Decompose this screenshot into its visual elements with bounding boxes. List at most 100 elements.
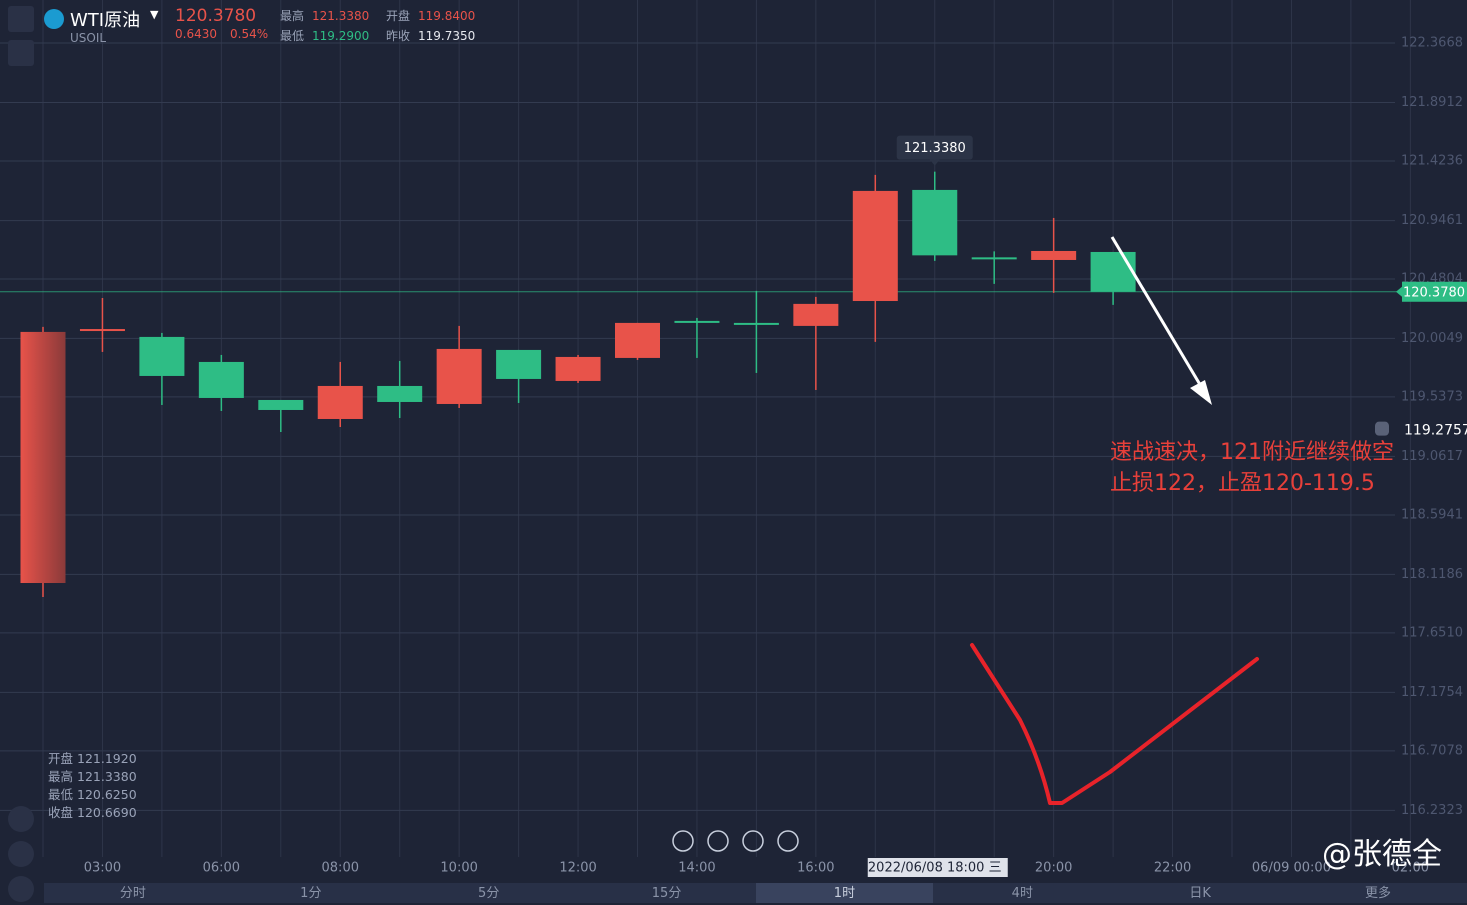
stat: 开盘 119.8400	[386, 7, 475, 24]
info-value: 120.6690	[77, 805, 137, 820]
last-price: 120.3780	[175, 6, 257, 26]
info-value: 120.6250	[77, 787, 137, 802]
price-change-pct: 0.54%	[230, 27, 269, 41]
candle-body	[139, 336, 185, 376]
stat-value: 121.3380	[312, 9, 370, 23]
x-tick-label: 08:00	[322, 861, 359, 876]
x-tick-label: 03:00	[84, 861, 121, 876]
stat-value: 119.8400	[418, 9, 476, 23]
arrow-shaft	[1110, 236, 1210, 399]
last-price-tag-tip	[1396, 286, 1402, 297]
candle-body	[674, 320, 720, 323]
x-tick-label: 12:00	[559, 861, 596, 876]
stat: 最高 121.3380	[280, 7, 369, 24]
candle-body	[852, 190, 898, 302]
y-tick-label: 117.6510	[1401, 625, 1463, 640]
price-change: 0.6430	[175, 27, 217, 41]
ohlc-info: 开盘 121.1920 最高 121.3380 最低 120.6250 收盘 1…	[48, 750, 137, 822]
candle-body	[1090, 251, 1136, 292]
watermark: @张德全	[1322, 837, 1442, 872]
candle-body	[971, 257, 1017, 260]
info-row: 开盘 121.1920	[48, 750, 137, 768]
period-tab[interactable]: 1时	[755, 883, 934, 903]
candle-body	[912, 189, 958, 256]
candle-body	[198, 361, 244, 398]
stat-label: 开盘	[386, 9, 411, 23]
y-tick-label: 116.2323	[1401, 803, 1463, 818]
x-tick-label: 10:00	[440, 861, 477, 876]
zoom-control[interactable]	[672, 830, 694, 852]
collapse-button[interactable]	[8, 40, 34, 66]
period-tab[interactable]: 1分	[300, 886, 322, 901]
stat: 最低 119.2900	[280, 27, 369, 44]
last-price-tag	[1402, 281, 1467, 302]
period-tab[interactable]: 5分	[478, 886, 500, 901]
candle-body	[733, 322, 779, 325]
high-marker-tip	[929, 159, 940, 166]
candle-body	[1031, 250, 1077, 260]
candle-body	[793, 303, 839, 326]
x-tick-label: 14:00	[678, 861, 715, 876]
symbol-icon	[44, 9, 64, 29]
draw-button[interactable]	[8, 841, 34, 867]
tool-button[interactable]	[8, 806, 34, 832]
info-label: 最高	[48, 769, 74, 784]
zoom-control[interactable]	[777, 830, 799, 852]
last-price-label: 120.3780	[1403, 285, 1465, 300]
stat-label: 昨收	[386, 29, 411, 43]
candle-body	[317, 385, 363, 419]
period-tab[interactable]: 日K	[1189, 886, 1211, 901]
info-label: 收盘	[48, 805, 74, 820]
y-tick-label: 116.7078	[1401, 743, 1463, 758]
zoom-control[interactable]	[707, 830, 729, 852]
x-tick-label: 22:00	[1154, 861, 1191, 876]
info-label: 最低	[48, 787, 74, 802]
x-tick-label: 16:00	[797, 861, 834, 876]
period-tab[interactable]: 4时	[1011, 886, 1033, 901]
period-tab[interactable]: 分时	[119, 886, 146, 901]
stat: 昨收 119.7350	[386, 27, 475, 44]
candle-body	[615, 322, 660, 358]
candle-body	[496, 349, 542, 379]
zoom-control[interactable]	[742, 830, 764, 852]
y-tick-label: 120.0049	[1401, 331, 1463, 346]
y-tick-label: 121.4236	[1401, 153, 1463, 168]
check-mark	[970, 643, 1259, 805]
y-tick-label: 118.5941	[1401, 507, 1463, 522]
stat-label: 最低	[280, 29, 305, 43]
x-tick-label: 2022/06/08 18:00 三	[868, 861, 1002, 876]
candle-body	[377, 385, 423, 402]
x-tick-label: 02:00	[1392, 861, 1429, 876]
y-tick-label: 122.3668	[1401, 35, 1463, 50]
arrow-head	[1190, 380, 1212, 405]
info-row: 最高 121.3380	[48, 768, 137, 786]
annotation: 止损122，止盈120-119.5	[1110, 471, 1375, 496]
period-tabs: 分时 1分 5分 15分 1时 4时 日K 更多	[44, 883, 1467, 903]
info-row: 收盘 120.6690	[48, 804, 137, 822]
alert-bell	[1375, 421, 1389, 436]
info-value: 121.3380	[77, 769, 137, 784]
crosshair-label-bg	[867, 858, 1008, 877]
stat-label: 最高	[280, 9, 305, 23]
symbol-name[interactable]: WTI原油	[70, 10, 141, 31]
period-tab[interactable]: 更多	[1365, 886, 1392, 901]
stat-value: 119.7350	[418, 29, 476, 43]
candle-body	[20, 331, 66, 584]
close-button[interactable]	[8, 6, 34, 32]
y-tick-label: 120.9461	[1401, 213, 1463, 228]
candle-body	[436, 348, 482, 404]
y-tick-label: 119.5373	[1401, 389, 1463, 404]
dropdown-arrow[interactable]: ▼	[150, 8, 159, 21]
period-tab[interactable]: 15分	[651, 886, 682, 901]
indicator-button[interactable]	[8, 876, 34, 902]
annotation: 速战速决，121附近继续做空	[1110, 440, 1394, 465]
y-tick-label: 117.1754	[1401, 685, 1463, 700]
high-marker-label: 121.3380	[904, 141, 966, 156]
symbol-code: USOIL	[70, 31, 107, 45]
info-row: 最低 120.6250	[48, 786, 137, 804]
alert-price-label: 119.2757	[1404, 423, 1467, 439]
candle-body	[555, 356, 601, 381]
y-tick-label: 118.1186	[1401, 567, 1463, 582]
